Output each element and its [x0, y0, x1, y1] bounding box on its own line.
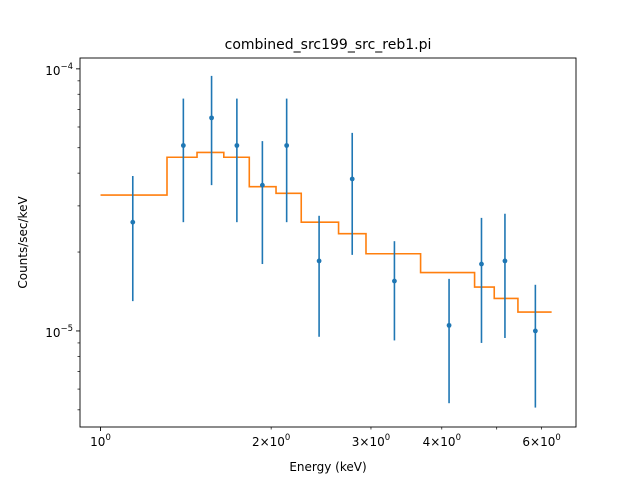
data-point: [532, 328, 538, 334]
data-point: [259, 182, 265, 188]
data-point: [209, 115, 214, 121]
x-axis-label: Energy (keV): [289, 460, 366, 474]
x-tick-label: 6×100: [522, 433, 560, 449]
data-point: [180, 143, 186, 148]
x-tick-label: 3×100: [352, 433, 390, 449]
x-tick-label: 100: [90, 433, 111, 449]
data-point: [479, 261, 484, 267]
axes-frame: [79, 57, 577, 428]
data-point: [392, 278, 397, 284]
y-axis-label: Counts/sec/keV: [16, 196, 30, 289]
data-point: [284, 143, 290, 148]
data-point: [502, 258, 508, 264]
data-point: [349, 176, 355, 182]
model-step-line: [100, 151, 552, 313]
plot-area: [100, 75, 552, 408]
data-point: [130, 219, 136, 225]
x-tick-label: 2×100: [252, 433, 290, 449]
x-tick-label: 4×100: [423, 433, 461, 449]
data-point: [234, 143, 240, 148]
y-tick-label: 10−4: [45, 62, 73, 78]
y-tick-label: 10−5: [45, 324, 73, 340]
chart-title: combined_src199_src_reb1.pi: [225, 37, 432, 53]
data-point: [446, 322, 452, 328]
data-point: [316, 258, 322, 264]
